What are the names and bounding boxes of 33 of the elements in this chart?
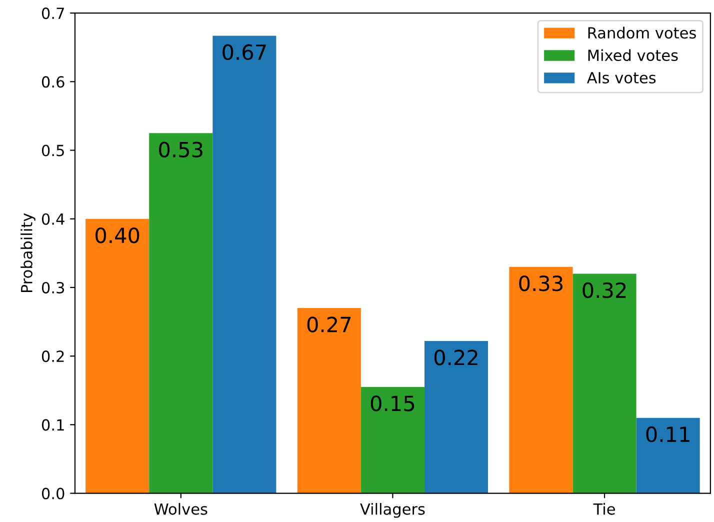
y-tick-label: 0.1 [42,419,64,431]
x-tick-label: Wolves [154,503,208,515]
data-label: 0.11 [646,426,690,442]
bar [509,266,573,494]
y-tick-label: 0.5 [42,144,64,156]
data-label: 0.53 [159,142,202,158]
data-label: 0.22 [434,350,478,366]
x-tick-label: Villagers [360,503,425,518]
legend-label: Random votes [588,26,696,39]
y-axis-title: Probability [20,213,36,292]
bar [360,386,424,494]
y-tick-label: 0.4 [42,213,64,225]
y-tick-label: 0.2 [42,350,64,362]
bar [212,36,276,494]
bar [572,274,636,494]
bar [636,418,700,494]
y-tick-label: 0.3 [42,282,64,294]
bar [86,218,150,494]
legend-label: Mixed votes [588,49,678,62]
data-label: 0.15 [370,396,414,412]
bar [424,340,488,494]
x-tick-label: Tie [593,503,615,515]
data-label: 0.33 [519,275,562,292]
bar [149,133,213,494]
data-label: 0.32 [582,282,626,298]
y-tick-label: 0.7 [42,8,64,20]
y-tick-label: 0.0 [42,488,64,500]
data-label: 0.27 [307,316,351,332]
legend-label: AIs votes [586,72,656,84]
data-label: 0.40 [96,227,140,244]
bar [297,308,361,494]
data-label: 0.67 [222,44,266,60]
y-tick-label: 0.6 [42,76,64,88]
